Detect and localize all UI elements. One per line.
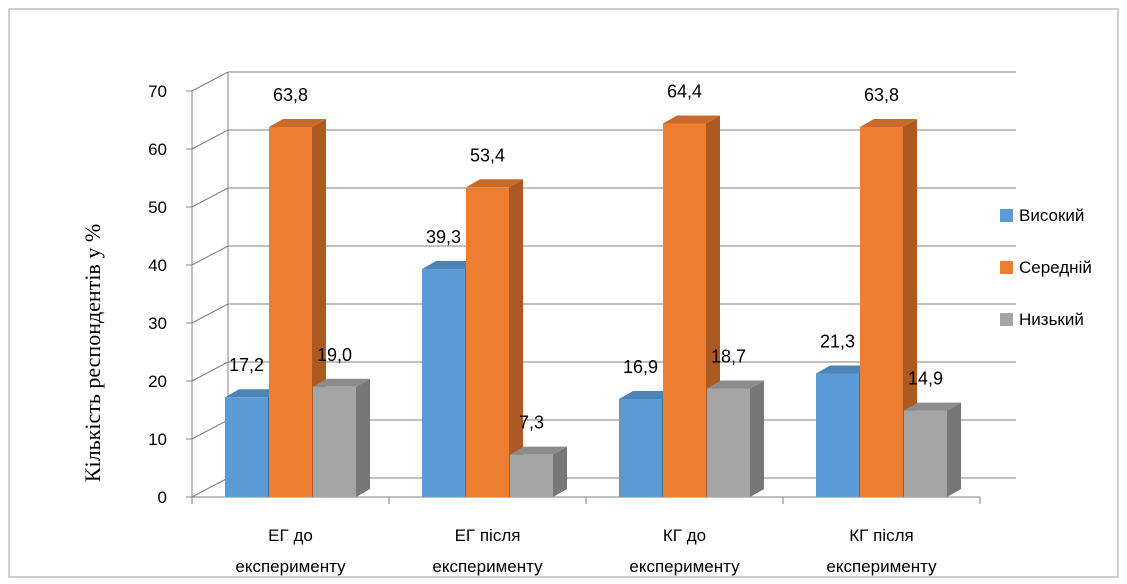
legend-label: Низький [1019,310,1084,329]
bar [269,126,312,498]
legend-swatch [1000,313,1013,326]
bars-group [225,115,961,498]
bar-top [860,118,917,127]
x-tick-label: КГ після експерименту [826,526,937,576]
y-tick-label: 50 [148,198,167,217]
bar [422,269,465,497]
bar-side [356,378,370,497]
gridline-diagonal [191,245,229,266]
bar-top [269,118,326,127]
data-label: 7,3 [519,413,544,433]
bar-top [313,378,370,387]
bar-top [422,261,479,270]
bar [466,187,509,497]
gridline-diagonal [191,361,229,382]
bar [816,373,859,497]
x-axis: ЕГ до експерименту ЕГ після експерименту КГ … [191,497,981,576]
bar-side [553,446,567,497]
legend-swatch [1000,209,1013,222]
bar-top [619,390,676,399]
bar-top [904,402,961,411]
data-label: 63,8 [864,85,899,105]
data-label: 16,9 [623,357,658,377]
y-tick-label: 60 [148,140,167,159]
gridline-diagonal [191,71,229,92]
y-tick-label: 40 [148,256,167,275]
y-tick-label: 10 [148,430,167,449]
y-tick-label: 30 [148,314,167,333]
bar-side [903,118,917,498]
x-tick-label: КГ до експерименту [629,526,740,576]
bar [663,123,706,497]
bar-top [466,179,523,188]
data-label: 53,4 [470,145,505,165]
data-label: 17,2 [229,355,264,375]
bar-top [816,365,873,374]
gridline-diagonal [191,129,229,150]
bar-side [509,179,523,497]
data-label: 18,7 [711,347,746,367]
gridline-diagonal [191,419,229,440]
y-tick-label: 20 [148,372,167,391]
bar [860,126,903,498]
legend-label: Середній [1019,258,1092,277]
bar [510,454,553,497]
x-tick-label: ЕГ після експерименту [432,526,543,576]
data-label: 21,3 [820,331,855,351]
data-labels: 17,2 63,8 19,0 39,3 53,4 7,3 16,9 64,4 18,7 21,3 6… [229,81,943,432]
bar [225,397,268,497]
legend: Високий Середній Низький [1000,206,1092,329]
bar-side [750,380,764,497]
data-label: 19,0 [317,345,352,365]
bar [904,410,947,497]
bar [313,386,356,497]
bar-side [947,402,961,497]
legend-swatch [1000,261,1013,274]
bar-top [225,389,282,398]
bar [707,388,750,497]
legend-label: Високий [1019,206,1084,225]
data-label: 14,9 [908,369,943,389]
x-tick-label: ЕГ до експерименту [235,526,346,576]
bar-top [510,446,567,455]
bar-top [707,380,764,389]
data-label: 63,8 [273,85,308,105]
bar [619,398,662,497]
gridline-diagonal [191,303,229,324]
y-axis-title: Кількість респондентів у % [80,224,105,482]
bar-top [663,115,720,124]
data-label: 64,4 [667,81,702,101]
data-label: 39,3 [426,227,461,247]
gridline-diagonal [191,477,229,498]
y-tick-label: 70 [148,82,167,101]
gridline-diagonal [191,187,229,208]
y-axis: 0 10 20 30 40 50 60 70 [148,82,193,507]
y-tick-label: 0 [158,488,167,507]
